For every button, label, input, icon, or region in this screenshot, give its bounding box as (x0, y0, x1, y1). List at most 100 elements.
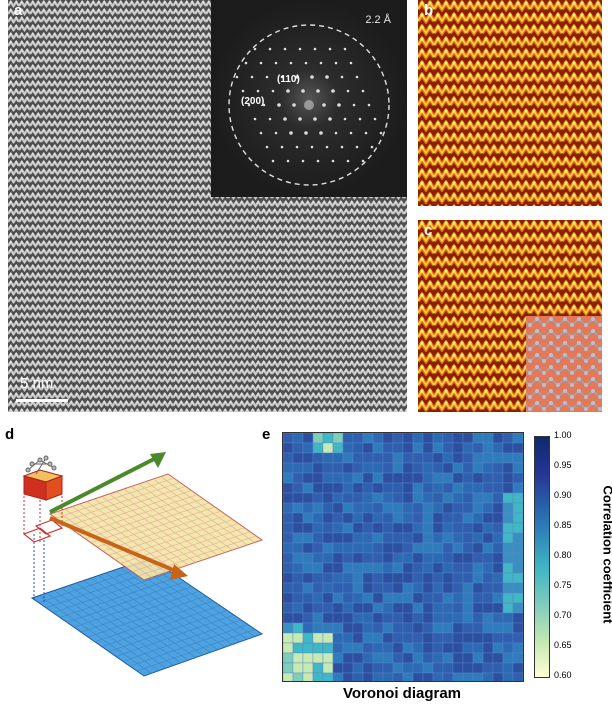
voronoi-cell (362, 612, 374, 624)
fft-spot (304, 131, 308, 135)
voronoi-cell (312, 512, 324, 524)
voronoi-cell (302, 552, 314, 564)
fft-spot (295, 75, 299, 79)
fft-spot (265, 145, 269, 149)
voronoi-cell (422, 632, 434, 644)
voronoi-cell (392, 452, 404, 464)
voronoi-cell (502, 592, 514, 604)
voronoi-cell (352, 472, 364, 484)
colorbar-tick: 0.75 (554, 580, 572, 590)
voronoi-cell (332, 433, 344, 444)
voronoi-cell (502, 582, 514, 594)
voronoi-cell (452, 482, 464, 494)
fft-spot (313, 117, 317, 121)
voronoi-cell (402, 433, 414, 444)
fft-spot (277, 103, 281, 107)
voronoi-cell (472, 582, 484, 594)
voronoi-cell (432, 462, 444, 474)
voronoi-cell (382, 592, 394, 604)
voronoi-cell (472, 632, 484, 644)
voronoi-cell (422, 572, 434, 584)
voronoi-cell (512, 462, 523, 474)
voronoi-cell (422, 642, 434, 654)
voronoi-cell (512, 502, 523, 514)
fft-spot (253, 47, 257, 51)
voronoi-cell (432, 632, 444, 644)
voronoi-cell (442, 662, 454, 674)
voronoi-cell (392, 602, 404, 614)
voronoi-cell (432, 482, 444, 494)
voronoi-cell (332, 552, 344, 564)
voronoi-cell (382, 512, 394, 524)
voronoi-cell (512, 582, 523, 594)
voronoi-cell (392, 502, 404, 514)
voronoi-cell (302, 562, 314, 574)
voronoi-cell (472, 482, 484, 494)
voronoi-cell (352, 452, 364, 464)
voronoi-cell (382, 612, 394, 624)
voronoi-cell (402, 542, 414, 554)
voronoi-cell (302, 592, 314, 604)
voronoi-cell (422, 652, 434, 664)
voronoi-cell (482, 592, 494, 604)
voronoi-cell (392, 562, 404, 574)
grid-line (123, 488, 218, 556)
voronoi-cell (312, 482, 324, 494)
voronoi-cell (472, 562, 484, 574)
voronoi-cell (292, 502, 304, 514)
voronoi-cell (302, 542, 314, 554)
voronoi-cell (322, 462, 334, 474)
voronoi-cell (372, 602, 384, 614)
voronoi-cell (372, 672, 384, 681)
grid-line (108, 609, 228, 652)
voronoi-cell (462, 552, 474, 564)
voronoi-cell (502, 642, 514, 654)
panel-b-filtered-image: b (418, 0, 602, 206)
colorbar-ticks: 1.00 0.95 0.90 0.85 0.80 0.75 0.70 0.65 … (550, 430, 590, 680)
voronoi-cell (402, 532, 414, 544)
voronoi-cell (512, 442, 523, 454)
voronoi-cell (392, 582, 404, 594)
voronoi-cell (492, 542, 504, 554)
voronoi-cell (292, 542, 304, 554)
voronoi-cell (362, 482, 374, 494)
fft-spot (268, 117, 272, 121)
voronoi-cell (342, 492, 354, 504)
voronoi-cell (342, 472, 354, 484)
voronoi-cell (452, 492, 464, 504)
voronoi-cell (412, 602, 424, 614)
voronoi-cell (283, 433, 294, 444)
voronoi-cell (372, 552, 384, 564)
voronoi-cell (492, 572, 504, 584)
blue-correlation-layer (30, 557, 264, 677)
voronoi-cell (422, 492, 434, 504)
fft-spot (319, 61, 323, 65)
voronoi-cell (502, 662, 514, 674)
voronoi-cell (332, 482, 344, 494)
voronoi-cell (482, 442, 494, 454)
fft-spot (274, 131, 278, 135)
voronoi-cell (492, 612, 504, 624)
voronoi-cell (352, 582, 364, 594)
voronoi-cell (352, 522, 364, 534)
voronoi-cell (283, 512, 294, 524)
voronoi-cell (482, 502, 494, 514)
voronoi-cell (452, 433, 464, 444)
voronoi-cell (422, 472, 434, 484)
voronoi-cell (492, 532, 504, 544)
voronoi-cell (502, 632, 514, 644)
voronoi-cell (482, 662, 494, 674)
voronoi-cell (292, 442, 304, 454)
voronoi-cell (382, 562, 394, 574)
voronoi-cell (362, 452, 374, 464)
voronoi-cell (283, 502, 294, 514)
voronoi-cell (372, 482, 384, 494)
voronoi-cell (352, 502, 364, 514)
voronoi-cell (442, 532, 454, 544)
voronoi-cell (432, 433, 444, 444)
voronoi-cell (412, 642, 424, 654)
voronoi-cell (512, 602, 523, 614)
fft-spot (271, 89, 275, 93)
voronoi-cell (462, 642, 474, 654)
voronoi-cell (292, 552, 304, 564)
